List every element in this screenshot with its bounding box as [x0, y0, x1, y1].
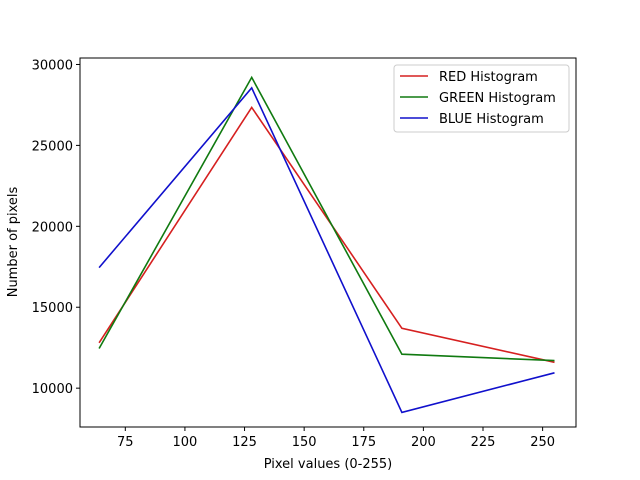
- series-line-red: [98, 105, 555, 364]
- x-tick-label: 200: [411, 435, 436, 450]
- series-line-green: [98, 75, 555, 362]
- x-axis-label: Pixel values (0-255): [264, 457, 393, 472]
- y-tick-label: 30000: [32, 58, 73, 73]
- legend-label: RED Histogram: [439, 70, 538, 85]
- x-tick-label: 100: [173, 435, 198, 450]
- series-layer: [98, 75, 555, 414]
- series-line-blue: [98, 86, 555, 414]
- x-tick-label: 175: [351, 435, 376, 450]
- x-tick-label: 150: [292, 435, 317, 450]
- y-tick-label: 25000: [32, 139, 73, 154]
- x-tick-label: 250: [530, 435, 555, 450]
- legend-frame: [393, 64, 570, 133]
- x-axis-ticks: 75 100 125 150 175 200 225 250: [117, 427, 555, 450]
- legend-label: GREEN Histogram: [439, 91, 556, 106]
- y-tick-label: 15000: [32, 301, 73, 316]
- x-tick-label: 75: [117, 435, 134, 450]
- y-axis-label: Number of pixels: [6, 186, 21, 297]
- y-tick-label: 10000: [32, 382, 73, 397]
- y-axis-ticks: 10000 15000 20000 25000 30000: [32, 58, 80, 397]
- plot-frame: [79, 57, 577, 428]
- x-tick-label: 225: [471, 435, 496, 450]
- x-tick-label: 125: [232, 435, 257, 450]
- legend: RED Histogram GREEN Histogram BLUE Histogr…: [393, 64, 570, 133]
- legend-label: BLUE Histogram: [439, 112, 544, 127]
- y-tick-label: 20000: [32, 220, 73, 235]
